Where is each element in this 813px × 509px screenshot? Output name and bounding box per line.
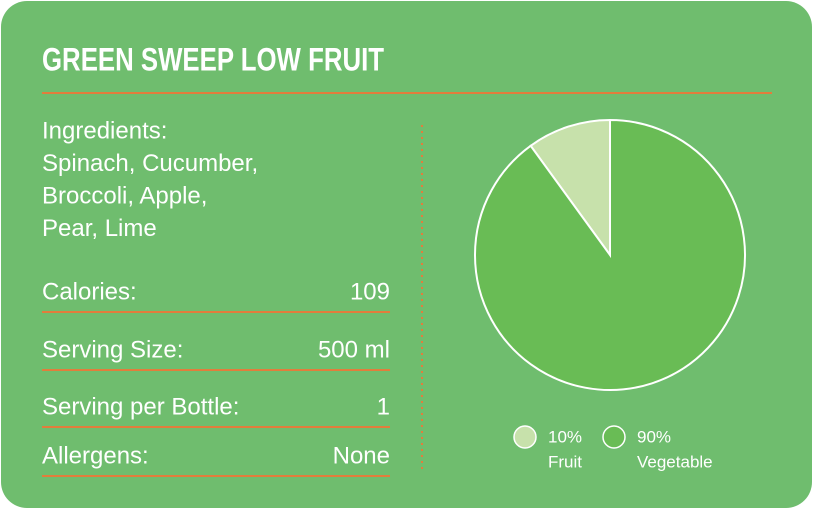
ingredient-line: Broccoli, Apple, [42, 182, 207, 209]
pie-chart: 10% Fruit 90% Vegetable [474, 118, 746, 471]
fact-value: None [333, 442, 390, 469]
legend-value: 10% [548, 427, 582, 446]
legend-swatch [602, 425, 626, 449]
fact-label: Calories: [42, 278, 137, 305]
fact-value: 1 [377, 393, 390, 420]
fact-value: 500 ml [318, 336, 390, 363]
fact-label: Serving Size: [42, 336, 183, 363]
ingredient-line: Pear, Lime [42, 215, 157, 242]
fact-value: 109 [350, 278, 390, 305]
legend-value: 90% [637, 427, 671, 446]
legend-label: Fruit [548, 452, 582, 471]
left-column: Ingredients: Spinach, Cucumber, Broccoli, … [42, 117, 390, 477]
title: GREEN SWEEP LOW FRUIT [42, 41, 384, 77]
ingredient-line: Ingredients: [42, 117, 167, 144]
legend-swatch [513, 425, 537, 449]
pie-slice [529, 118, 611, 259]
legend-label: Vegetable [637, 452, 713, 471]
fact-label: Allergens: [42, 442, 149, 469]
pie-slice [474, 118, 746, 391]
fact-label: Serving per Bottle: [42, 393, 239, 420]
ingredient-line: Spinach, Cucumber, [42, 150, 258, 177]
